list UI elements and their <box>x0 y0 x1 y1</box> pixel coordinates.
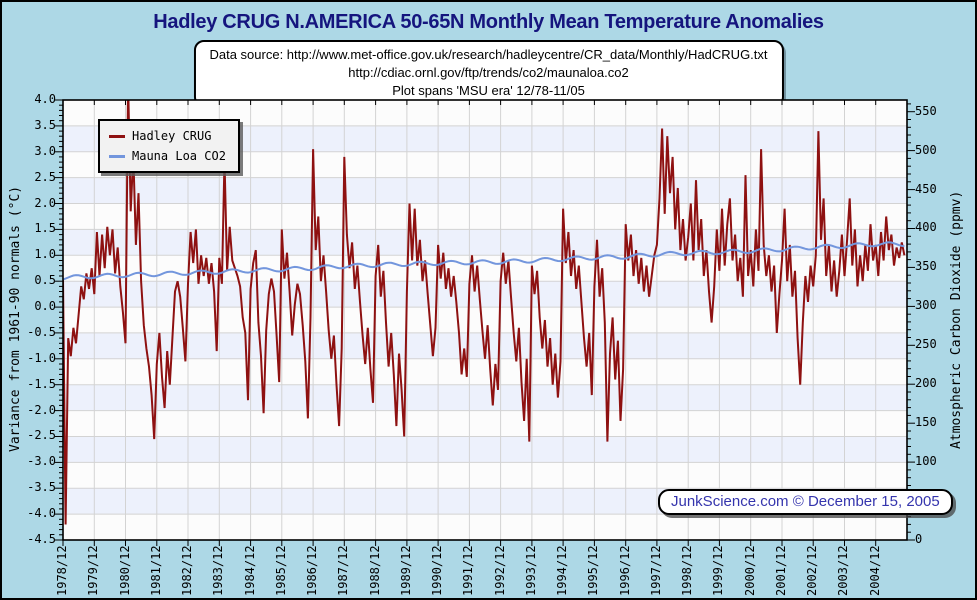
plot-band <box>63 436 907 463</box>
legend-label-hadley: Hadley CRUG <box>132 129 212 143</box>
legend-box: Hadley CRUG Mauna Loa CO2 <box>98 119 240 173</box>
junkscience-watermark: JunkScience.com © December 15, 2005 <box>658 489 953 515</box>
plot-band <box>63 462 907 489</box>
hadley-crug-line <box>63 100 906 525</box>
plot-band <box>63 307 907 333</box>
data-source-line-2: http://cdiac.ornl.gov/ftp/trends/co2/mau… <box>348 65 629 81</box>
plot-border <box>62 99 908 541</box>
legend-item-hadley: Hadley CRUG <box>109 126 226 146</box>
plot-band <box>63 358 907 385</box>
data-source-box: Data source: http://www.met-office.gov.u… <box>193 40 784 107</box>
legend-item-co2: Mauna Loa CO2 <box>109 146 226 166</box>
page-title: Hadley CRUG N.AMERICA 50-65N Monthly Mea… <box>153 11 824 33</box>
mauna-loa-co2-line <box>63 241 905 281</box>
hadley-line-swatch <box>109 134 125 138</box>
plot-band <box>63 514 907 540</box>
plot-span-line: Plot spans 'MSU era' 12/78-11/05 <box>392 83 585 99</box>
plot-band <box>63 281 907 308</box>
plot-band <box>63 177 907 204</box>
co2-line-swatch <box>109 154 125 158</box>
plot-band <box>63 410 907 437</box>
plot-band <box>63 203 907 230</box>
data-source-line-1: Data source: http://www.met-office.gov.u… <box>209 47 768 62</box>
legend-label-co2: Mauna Loa CO2 <box>132 149 226 163</box>
plot-band <box>63 384 907 411</box>
plot-band <box>63 229 907 256</box>
